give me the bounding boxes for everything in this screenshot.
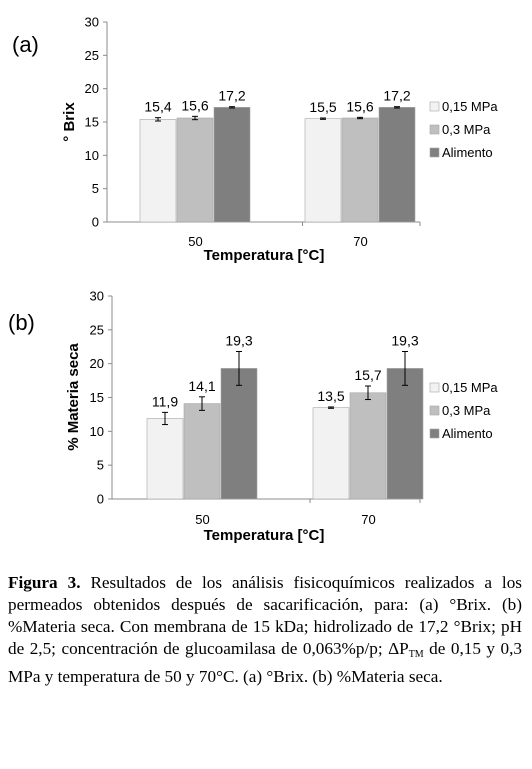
caption-text-end: de 0,15 y 0,3 MPa y temperatura de 50 y … xyxy=(8,639,522,686)
bar xyxy=(220,368,258,500)
bar xyxy=(312,407,350,500)
figure-caption: Figura 3. Resultados de los análisis fis… xyxy=(8,572,522,688)
y-tick-label: 15 xyxy=(85,115,99,130)
data-label: 15,6 xyxy=(346,98,373,114)
y-axis-title: % Materia seca xyxy=(65,343,82,451)
bar xyxy=(146,418,184,500)
x-tick-label: 70 xyxy=(353,234,367,249)
y-tick-label: 20 xyxy=(85,81,99,96)
bar xyxy=(386,368,424,500)
y-tick-label: 10 xyxy=(90,424,104,439)
bar xyxy=(213,107,251,223)
legend-label: 0,3 MPa xyxy=(442,403,491,418)
data-label: 11,9 xyxy=(152,393,178,409)
bar xyxy=(183,403,221,500)
y-tick-label: 0 xyxy=(97,492,104,507)
data-label: 15,4 xyxy=(144,99,171,115)
data-label: 19,3 xyxy=(391,332,418,348)
y-tick-label: 5 xyxy=(92,181,99,196)
y-tick-label: 30 xyxy=(90,289,104,304)
legend-swatch xyxy=(429,101,440,112)
bar xyxy=(176,117,214,223)
x-axis-title: Temperatura [°C] xyxy=(204,527,325,544)
data-label: 15,7 xyxy=(354,367,381,383)
legend-swatch xyxy=(429,382,440,393)
x-axis-title: Temperatura [°C] xyxy=(204,247,325,264)
bar xyxy=(378,107,416,223)
panel-label: (b) xyxy=(8,310,35,335)
bar xyxy=(341,117,379,223)
x-tick-label: 70 xyxy=(361,512,375,527)
data-label: 15,6 xyxy=(181,97,208,113)
legend-swatch xyxy=(429,124,440,135)
data-label: 13,5 xyxy=(317,388,344,404)
x-tick-label: 50 xyxy=(195,512,209,527)
x-tick-label: 50 xyxy=(188,234,202,249)
legend-label: 0,15 MPa xyxy=(442,99,498,114)
y-tick-label: 0 xyxy=(92,215,99,230)
legend-label: 0,3 MPa xyxy=(442,122,491,137)
data-label: 14,1 xyxy=(188,378,215,394)
legend-swatch xyxy=(429,147,440,158)
legend-label: Alimento xyxy=(442,426,493,441)
legend-swatch xyxy=(429,405,440,416)
caption-figure-label: Figura 3. xyxy=(8,573,81,592)
y-tick-label: 5 xyxy=(97,458,104,473)
y-tick-label: 20 xyxy=(90,356,104,371)
bar xyxy=(139,119,177,223)
data-label: 17,2 xyxy=(218,88,245,104)
panel-label: (a) xyxy=(12,32,39,57)
y-tick-label: 30 xyxy=(85,15,99,30)
bar xyxy=(349,392,387,500)
y-tick-label: 25 xyxy=(85,48,99,63)
caption-subscript: TM xyxy=(408,649,424,660)
y-tick-label: 10 xyxy=(85,148,99,163)
legend-swatch xyxy=(429,428,440,439)
y-tick-label: 25 xyxy=(90,322,104,337)
legend-label: Alimento xyxy=(442,145,493,160)
bar xyxy=(304,118,342,223)
y-tick-label: 15 xyxy=(90,390,104,405)
data-label: 15,5 xyxy=(309,99,336,115)
legend-label: 0,15 MPa xyxy=(442,380,498,395)
y-axis-title: ° Brix xyxy=(61,102,78,142)
caption-text: Resultados de los análisis fisicoquímico… xyxy=(8,573,522,658)
data-label: 19,3 xyxy=(225,332,252,348)
data-label: 17,2 xyxy=(383,88,410,104)
